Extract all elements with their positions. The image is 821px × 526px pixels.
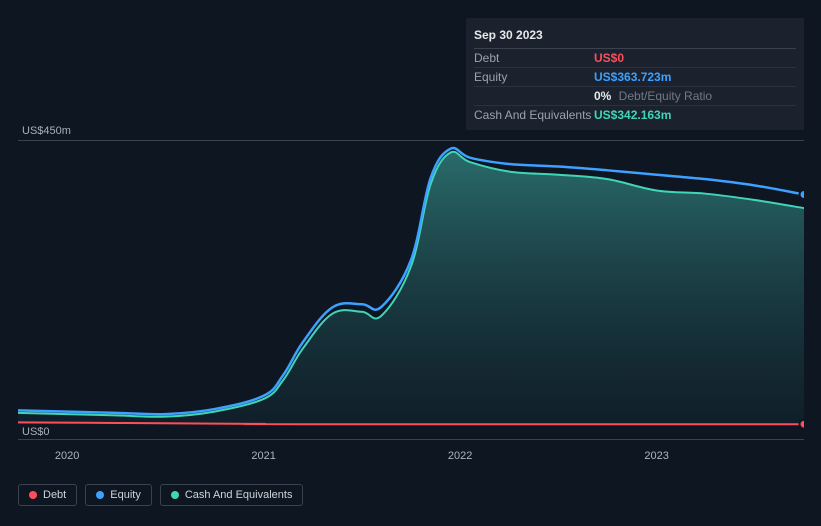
x-axis-tick: 2021: [251, 450, 275, 462]
tooltip-row-label: [474, 89, 594, 103]
x-axis-tick: 2023: [644, 450, 668, 462]
legend-label: Cash And Equivalents: [185, 489, 293, 501]
x-axis-tick: 2022: [448, 450, 472, 462]
legend-dot-icon: [96, 491, 104, 499]
legend-item-equity[interactable]: Equity: [85, 484, 152, 506]
legend-item-cash-and-equivalents[interactable]: Cash And Equivalents: [160, 484, 304, 506]
tooltip-row-value: US$363.723m: [594, 70, 671, 84]
legend-item-debt[interactable]: Debt: [18, 484, 77, 506]
series-end-marker: [800, 420, 805, 429]
chart-svg: [18, 140, 804, 440]
tooltip-row: 0% Debt/Equity Ratio: [474, 87, 796, 106]
tooltip-row-label: Debt: [474, 51, 594, 65]
legend: Debt Equity Cash And Equivalents: [18, 484, 303, 506]
tooltip-row: DebtUS$0: [474, 49, 796, 68]
legend-label: Equity: [110, 489, 141, 501]
tooltip-row: EquityUS$363.723m: [474, 68, 796, 87]
legend-dot-icon: [29, 491, 37, 499]
chart-tooltip: Sep 30 2023 DebtUS$0EquityUS$363.723m0% …: [466, 18, 804, 130]
series-end-marker: [800, 190, 805, 199]
tooltip-row-value: 0% Debt/Equity Ratio: [594, 89, 712, 103]
tooltip-row-value: US$342.163m: [594, 108, 671, 122]
tooltip-row-label: Cash And Equivalents: [474, 108, 594, 122]
tooltip-row-label: Equity: [474, 70, 594, 84]
tooltip-row-value: US$0: [594, 51, 624, 65]
legend-dot-icon: [171, 491, 179, 499]
x-axis-tick: 2020: [55, 450, 79, 462]
tooltip-date: Sep 30 2023: [474, 24, 796, 49]
tooltip-row: Cash And EquivalentsUS$342.163m: [474, 106, 796, 124]
y-axis-max-label: US$450m: [22, 125, 71, 137]
tooltip-row-suffix: Debt/Equity Ratio: [615, 89, 712, 103]
legend-label: Debt: [43, 489, 66, 501]
chart-container: Sep 30 2023 DebtUS$0EquityUS$363.723m0% …: [0, 0, 821, 526]
